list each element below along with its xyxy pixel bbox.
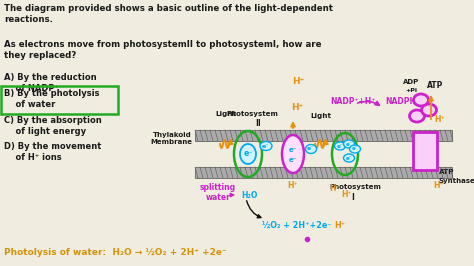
Text: A) By the reduction
    of NADP⁺: A) By the reduction of NADP⁺	[4, 73, 97, 93]
Text: e⁻: e⁻	[262, 143, 270, 148]
Text: H⁺: H⁺	[335, 221, 346, 230]
Text: e⁻: e⁻	[346, 142, 352, 147]
Bar	[195, 167, 452, 178]
Text: e⁻: e⁻	[243, 149, 253, 159]
Ellipse shape	[349, 145, 361, 153]
Ellipse shape	[260, 142, 272, 151]
Text: e⁻: e⁻	[337, 143, 343, 148]
Text: H⁺: H⁺	[292, 77, 304, 86]
Text: Light: Light	[216, 111, 237, 117]
Text: H⁺: H⁺	[435, 115, 445, 124]
Ellipse shape	[335, 142, 346, 150]
Text: e⁻: e⁻	[289, 147, 297, 153]
Text: Light: Light	[310, 113, 331, 119]
Text: H⁺: H⁺	[434, 181, 444, 190]
Text: C) By the absorption
    of light energy: C) By the absorption of light energy	[4, 116, 102, 136]
Bar	[413, 132, 437, 170]
Ellipse shape	[306, 144, 317, 153]
Ellipse shape	[344, 140, 355, 148]
Text: Photolysis of water:  H₂O → ½O₂ + 2H⁺ +2e⁻: Photolysis of water: H₂O → ½O₂ + 2H⁺ +2e…	[4, 248, 227, 257]
Text: ½O₂ + 2H⁺+2e⁻: ½O₂ + 2H⁺+2e⁻	[262, 221, 332, 230]
Text: II: II	[255, 119, 261, 128]
Text: H₂O: H₂O	[241, 190, 257, 200]
Text: The diagram provided shows a basic outline of the light-dependent
reactions.: The diagram provided shows a basic outli…	[4, 4, 333, 24]
Text: Thylakoid
Membrane: Thylakoid Membrane	[150, 132, 192, 145]
Ellipse shape	[421, 104, 437, 116]
Text: NADP⁺+H⁺: NADP⁺+H⁺	[330, 98, 375, 106]
Ellipse shape	[413, 94, 428, 106]
Bar	[195, 130, 452, 141]
Text: Synthase: Synthase	[439, 178, 474, 184]
Ellipse shape	[282, 135, 304, 173]
Text: H⁺: H⁺	[291, 103, 303, 113]
Text: As electrons move from photosystemII to photosystemI, how are
they replaced?: As electrons move from photosystemII to …	[4, 40, 321, 60]
Text: e⁻: e⁻	[289, 157, 297, 163]
Text: e⁻: e⁻	[346, 156, 352, 160]
Ellipse shape	[240, 144, 256, 164]
Text: ATP: ATP	[427, 81, 443, 89]
Text: e⁻: e⁻	[352, 147, 358, 152]
Ellipse shape	[344, 154, 355, 162]
Text: B) By the photolysis
    of water: B) By the photolysis of water	[4, 89, 100, 109]
Text: NADPH: NADPH	[385, 98, 416, 106]
Text: Photosystem: Photosystem	[226, 111, 278, 117]
Text: H⁺: H⁺	[288, 181, 298, 190]
Text: D) By the movement
    of H⁺ ions: D) By the movement of H⁺ ions	[4, 142, 101, 163]
Text: e⁻: e⁻	[307, 147, 315, 152]
Text: +Pi: +Pi	[405, 89, 417, 94]
Text: Photosystem: Photosystem	[329, 184, 381, 190]
Text: ATP: ATP	[439, 169, 455, 175]
Text: splitting
water: splitting water	[200, 183, 236, 202]
Text: I: I	[352, 193, 355, 202]
Text: H⁺: H⁺	[342, 190, 352, 199]
Text: ADP: ADP	[403, 79, 419, 85]
Ellipse shape	[410, 110, 425, 122]
Text: H⁺: H⁺	[330, 184, 340, 193]
